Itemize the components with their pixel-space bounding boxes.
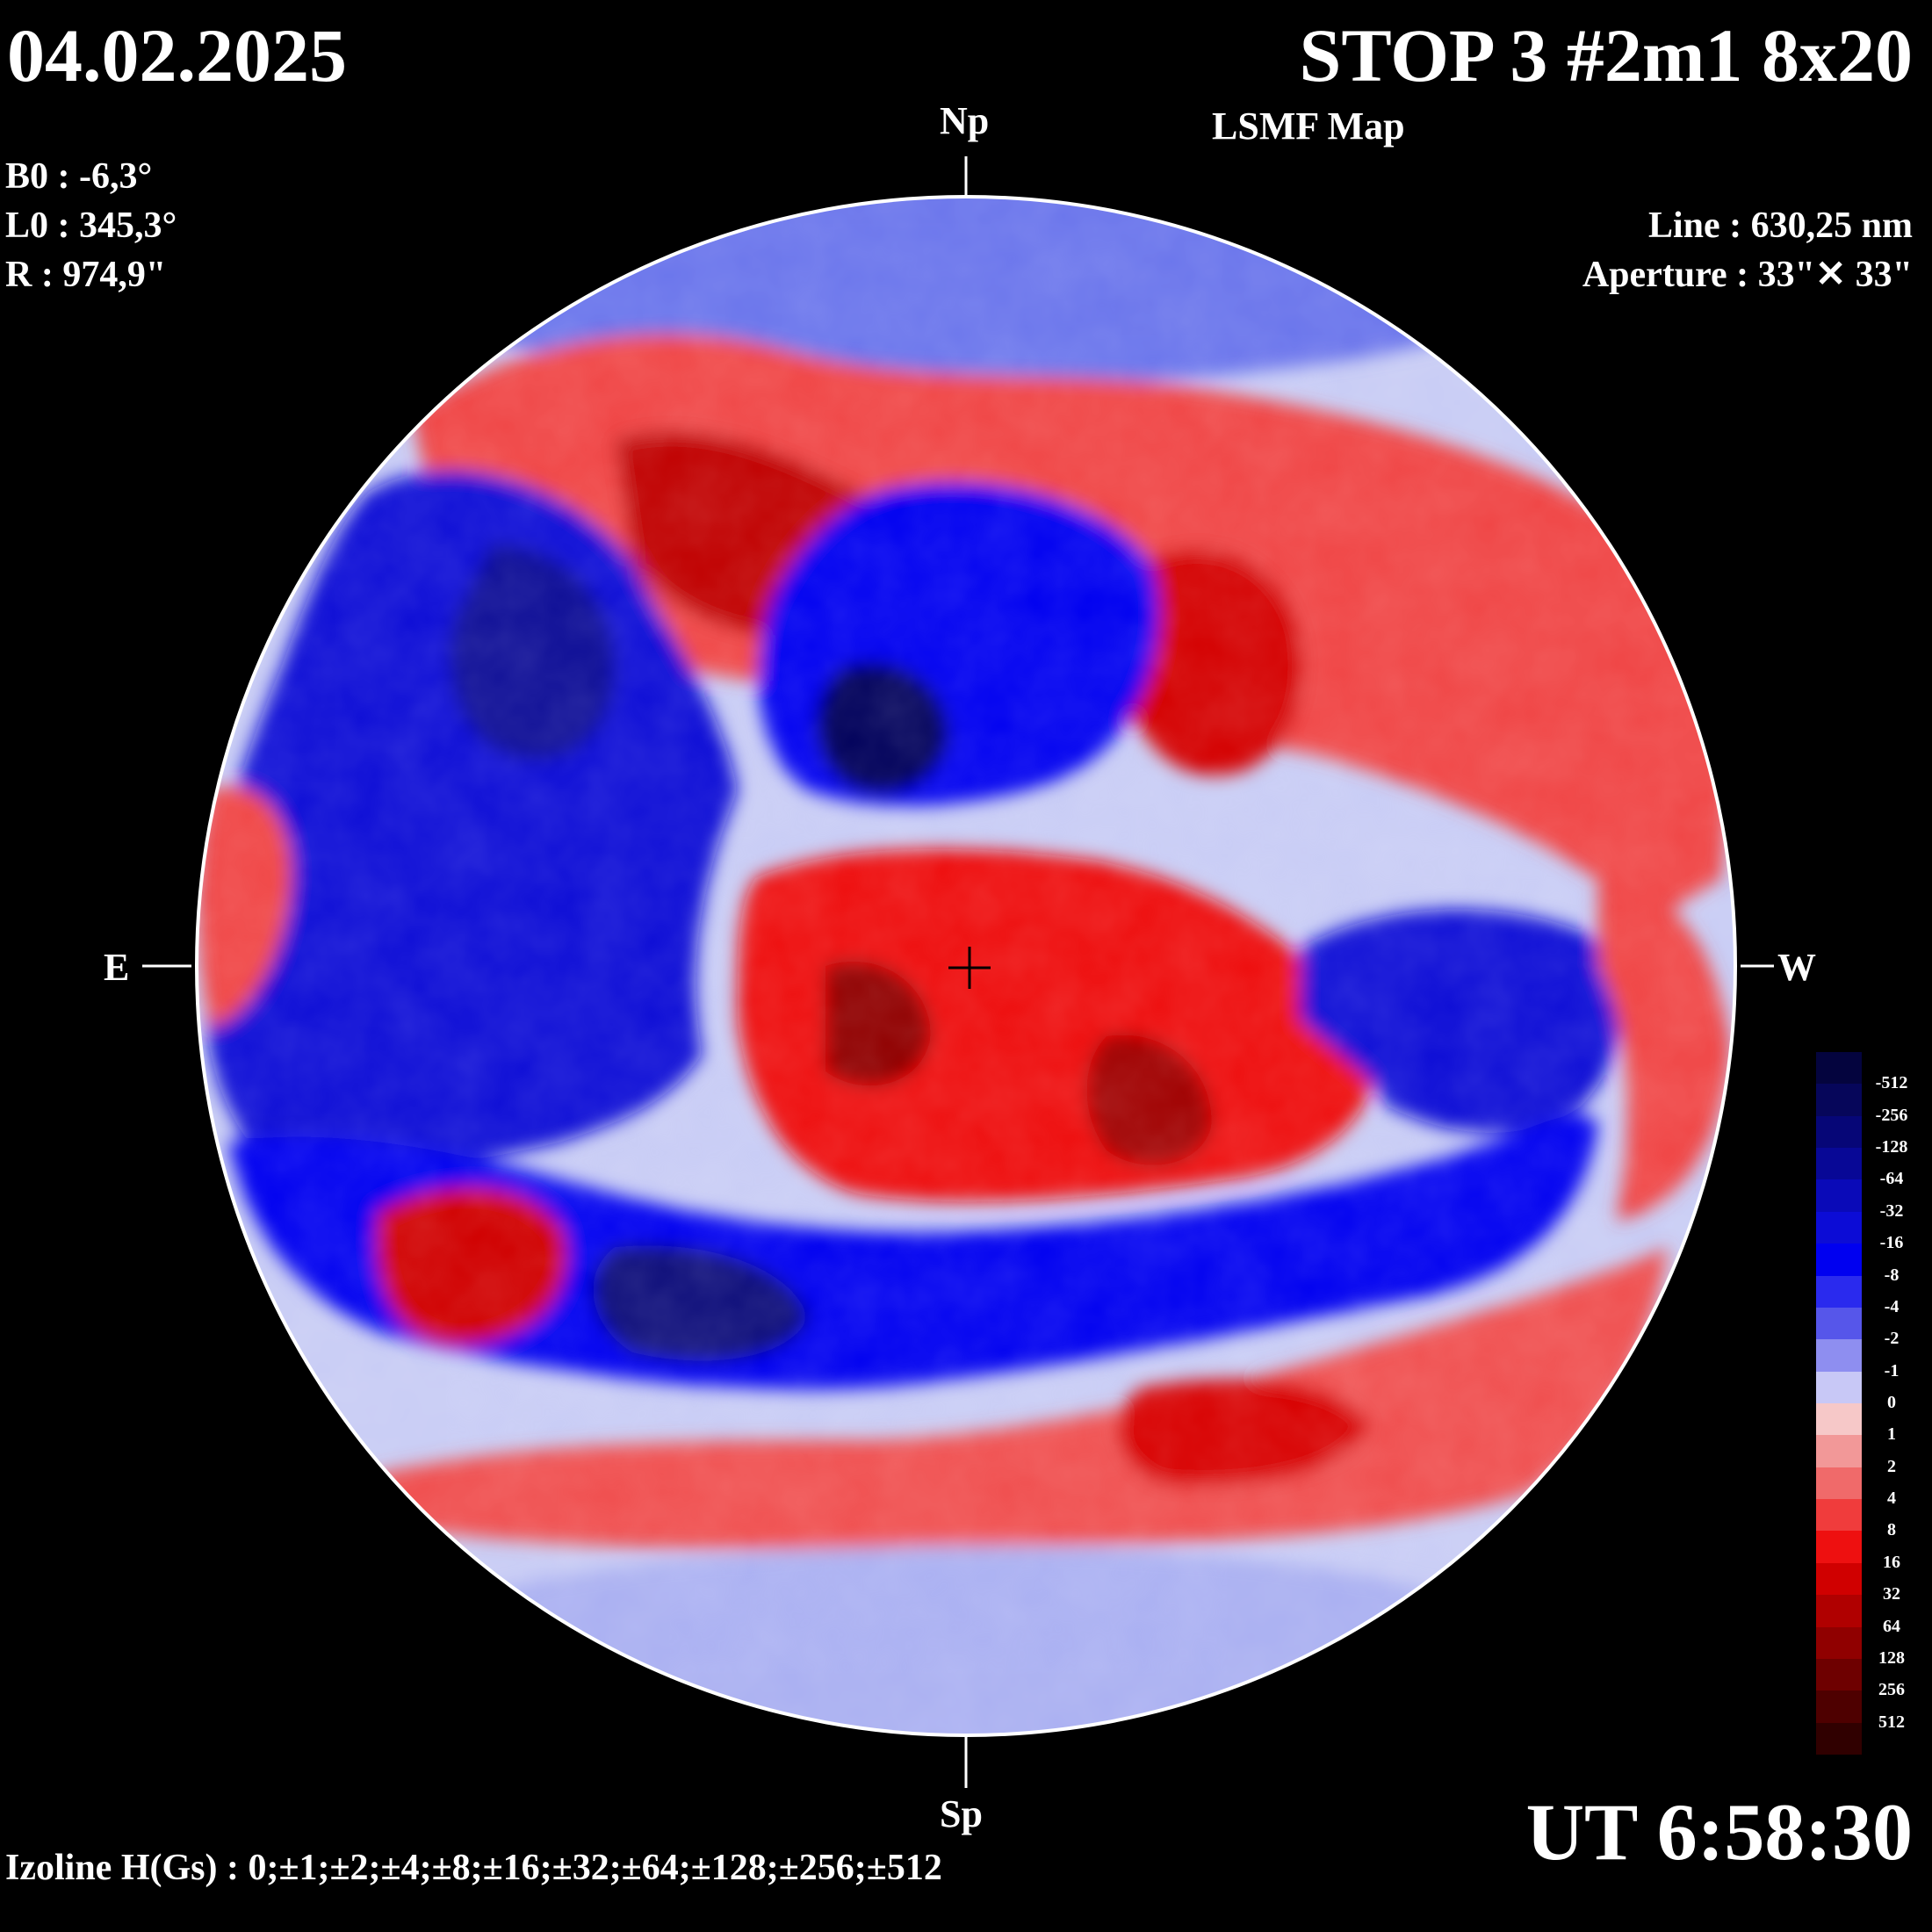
izoline-legend: Izoline H(Gs) : 0;±1;±2;±4;±8;±16;±32;±6… [5, 1848, 942, 1888]
colorbar-level-label: -8 [1884, 1265, 1900, 1285]
aperture: Aperture : 33"✕ 33" [1582, 255, 1913, 295]
map-subtitle: LSMF Map [1212, 105, 1405, 148]
colorbar-cell [1816, 1244, 1862, 1277]
colorbar-cell [1816, 1531, 1862, 1564]
param-l0: L0 : 345,3° [5, 205, 177, 246]
spectral-line: Line : 630,25 nm [1647, 205, 1913, 246]
colorbar-level-label: 32 [1883, 1584, 1900, 1604]
colorbar-cell [1816, 1690, 1862, 1724]
colorbar-cell [1816, 1595, 1862, 1628]
colorbar-level-label: -16 [1879, 1233, 1904, 1253]
colorbar-cell [1816, 1626, 1862, 1660]
colorbar-level-label: 128 [1878, 1647, 1905, 1668]
south-pole-label: Sp [940, 1792, 983, 1835]
colorbar-cell [1816, 1084, 1862, 1117]
colorbar-cell [1816, 1403, 1862, 1436]
colorbar-cell [1816, 1371, 1862, 1404]
colorbar-level-label: -128 [1875, 1137, 1908, 1157]
colorbar-level-label: -64 [1879, 1169, 1904, 1189]
colorbar-level-label: -256 [1875, 1105, 1908, 1125]
ut-time: UT 6:58:30 [1525, 1787, 1913, 1877]
colorbar-level-label: 2 [1887, 1456, 1896, 1476]
colorbar-cell [1816, 1307, 1862, 1340]
colorbar-level-label: 8 [1887, 1520, 1896, 1540]
param-b0: B0 : -6,3° [5, 156, 153, 197]
colorbar-cell [1816, 1658, 1862, 1691]
colorbar-level-label: 256 [1878, 1680, 1905, 1700]
observation-date: 04.02.2025 [7, 13, 347, 97]
colorbar-cell [1816, 1275, 1862, 1308]
colorbar-level-label: 0 [1887, 1393, 1896, 1412]
colorbar-cell [1816, 1052, 1862, 1085]
colorbar-cell [1816, 1115, 1862, 1149]
colorbar-level-label: -512 [1875, 1073, 1908, 1093]
colorbar-level-label: 512 [1878, 1712, 1905, 1732]
colorbar-level-label: -4 [1884, 1296, 1900, 1316]
colorbar-level-label: -1 [1884, 1360, 1900, 1381]
colorbar [1816, 1052, 1862, 1755]
colorbar-cell [1816, 1562, 1862, 1596]
colorbar-cell [1816, 1179, 1862, 1213]
colorbar-cell [1816, 1435, 1862, 1468]
colorbar-cell [1816, 1722, 1862, 1755]
east-label: E [104, 946, 130, 989]
colorbar-level-label: 4 [1887, 1489, 1896, 1509]
colorbar-cell [1816, 1339, 1862, 1373]
colorbar-cell [1816, 1499, 1862, 1532]
north-pole-label: Np [940, 99, 990, 142]
colorbar-level-label: 16 [1883, 1552, 1900, 1572]
colorbar-level-label: 64 [1883, 1616, 1900, 1636]
param-radius: R : 974,9" [5, 255, 167, 295]
west-label: W [1777, 946, 1816, 989]
colorbar-level-label: -32 [1879, 1200, 1904, 1221]
colorbar-cell [1816, 1148, 1862, 1180]
colorbar-level-label: -2 [1884, 1329, 1900, 1349]
colorbar-cell [1816, 1211, 1862, 1244]
colorbar-level-label: 1 [1887, 1424, 1896, 1445]
map-title: STOP 3 #2m1 8x20 [1299, 13, 1913, 97]
colorbar-cell [1816, 1467, 1862, 1500]
disk-limb [195, 195, 1737, 1737]
